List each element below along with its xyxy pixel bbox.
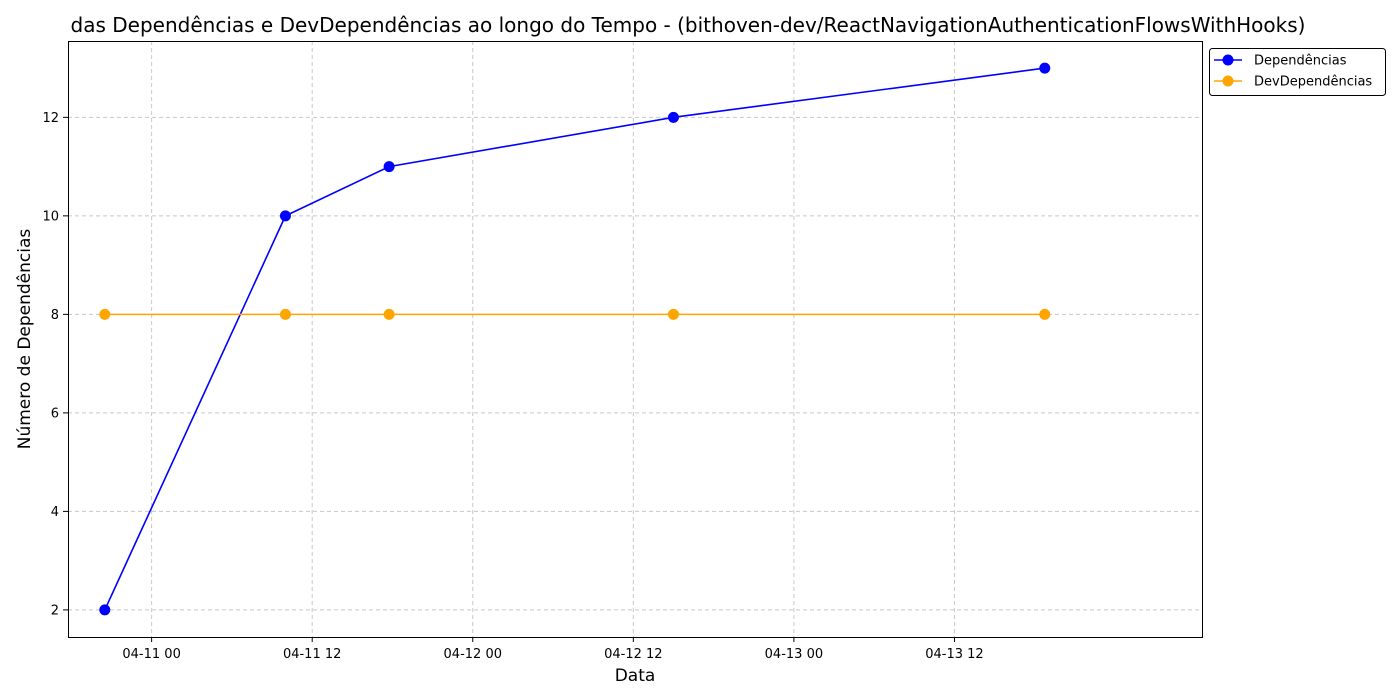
x-axis-label: Data — [615, 666, 656, 686]
series-2 — [99, 308, 1051, 320]
y-axis-label: Número de Dependências — [15, 229, 35, 450]
x-tick-label: 04-11 00 — [122, 647, 180, 662]
plot-frame — [68, 41, 1203, 638]
data-point — [279, 210, 291, 222]
x-tick-label: 04-13 12 — [925, 647, 983, 662]
x-tick-label: 04-12 12 — [604, 647, 662, 662]
y-tick-label: 8 — [51, 308, 59, 323]
chart-title: das Dependências e DevDependências ao lo… — [71, 13, 1306, 37]
x-axis: 04-11 00 04-11 12 04-12 00 04-12 12 04-13 00… — [122, 637, 984, 662]
data-point — [1039, 62, 1051, 74]
legend-item: Dependências — [1214, 54, 1347, 69]
data-point — [279, 308, 291, 320]
data-point — [383, 308, 395, 320]
y-axis: 2 4 6 8 10 12 — [42, 111, 68, 618]
y-tick-label: 4 — [51, 505, 59, 520]
x-tick-label: 04-12 00 — [444, 647, 502, 662]
x-tick-label: 04-11 12 — [283, 647, 341, 662]
series-line — [104, 67, 1045, 611]
legend: Dependências DevDependências — [1209, 48, 1386, 96]
y-tick-label: 10 — [42, 209, 59, 224]
x-tick-label: 04-13 00 — [765, 647, 823, 662]
data-point — [667, 111, 679, 123]
y-tick-label: 2 — [51, 603, 59, 618]
data-point — [667, 308, 679, 320]
series-1 — [99, 62, 1051, 616]
legend-swatch-marker — [1222, 54, 1234, 66]
legend-label: DevDependências — [1254, 75, 1372, 90]
data-point — [383, 161, 395, 173]
series-layer — [99, 62, 1051, 616]
legend-item: DevDependências — [1214, 75, 1372, 90]
y-tick-label: 6 — [51, 406, 59, 421]
legend-box — [1209, 48, 1386, 96]
data-point — [1039, 308, 1051, 320]
data-point — [99, 604, 111, 616]
legend-label: Dependências — [1254, 54, 1347, 69]
y-tick-label: 12 — [42, 111, 59, 126]
grid — [68, 41, 1202, 637]
data-point — [99, 308, 111, 320]
legend-swatch-marker — [1222, 75, 1234, 87]
